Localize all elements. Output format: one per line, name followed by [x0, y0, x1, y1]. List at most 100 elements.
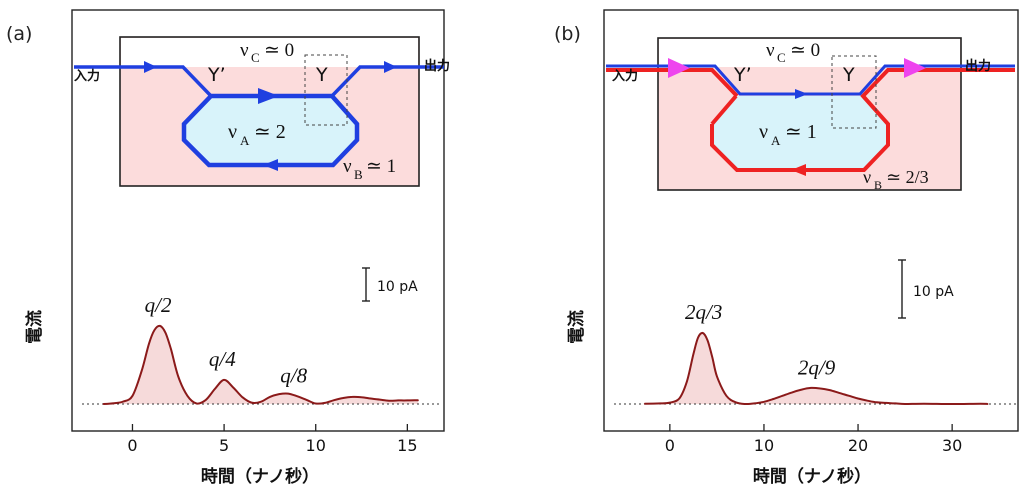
- inset-a-output-label: 出力: [424, 58, 450, 74]
- inset-b-nu-b-symbol: ν: [863, 167, 871, 187]
- trace-point: [876, 401, 878, 403]
- x-tick-label: 30: [942, 436, 962, 455]
- inset-a-nu-b-label: ν B ≃ 1: [343, 156, 396, 182]
- peak-charge-label: q/2: [145, 293, 172, 317]
- trace-fill: [644, 333, 988, 404]
- trace-point: [744, 403, 746, 405]
- trace-point: [260, 401, 262, 403]
- trace-point: [772, 398, 775, 400]
- peak-charge-label: 2q/3: [685, 300, 722, 324]
- panel-b-trace-layer: 2q/3 2q/9: [614, 300, 1016, 406]
- x-tick-label: 20: [848, 436, 868, 455]
- trace-point: [205, 399, 207, 401]
- trace-point: [196, 402, 198, 405]
- panel-b-x-axis-label: 時間（ナノ秒）: [753, 466, 871, 487]
- trace-point: [148, 343, 150, 345]
- trace-point: [951, 403, 953, 405]
- panel-a-plot-frame: [71, 9, 445, 432]
- inset-b-return-arrow: [791, 164, 806, 176]
- trace-point: [223, 379, 225, 381]
- trace-point: [763, 401, 765, 403]
- trace-point: [232, 387, 234, 389]
- inset-b-nu-b-rel: ≃ 2/3: [886, 167, 929, 187]
- inset-b-nu-c-sub: C: [777, 50, 786, 65]
- trace-point: [669, 402, 671, 404]
- panel-a-axis-layer: 0 5 10 15: [127, 424, 418, 455]
- trace-point: [829, 389, 831, 391]
- trace-point: [102, 403, 104, 405]
- trace-point: [388, 400, 390, 402]
- trace-point: [342, 397, 344, 399]
- inset-a-nu-a-sub: A: [240, 133, 250, 148]
- panel-a-trace-layer: q/2 q/4 q/8: [82, 293, 442, 405]
- panel-b-y-axis-label: 電流: [566, 310, 587, 344]
- inset-a-nu-b-rel: ≃ 1: [366, 156, 396, 177]
- inset-a-nu-b-symbol: ν: [343, 156, 352, 177]
- scale-bar-a-label: 10 pA: [377, 279, 418, 295]
- inset-b-input-label: 入力: [612, 68, 638, 84]
- trace-point: [370, 397, 372, 400]
- inset-b-nu-a-label: ν A ≃ 1: [759, 121, 817, 148]
- x-tick-label: 10: [754, 436, 774, 455]
- trace-point: [164, 332, 167, 334]
- peak-charge-label: q/8: [280, 363, 307, 387]
- panel-b-axis-layer: 0 10 20 30: [665, 424, 962, 455]
- inset-b-nu-b-sub: B: [874, 178, 882, 192]
- inset-b-red-edge: [606, 68, 1015, 172]
- trace-point: [753, 402, 756, 404]
- trace-point: [735, 401, 737, 403]
- trace-point: [848, 395, 850, 397]
- panel-b-inset: 入力 出力 Y’ Y ν C ≃ 0 ν A ≃ 1 ν B ≃ 2/3: [606, 37, 1015, 192]
- trace-point: [397, 399, 399, 401]
- inset-b-mid-arrow: [795, 89, 808, 99]
- inset-a-dashed-box: [304, 54, 348, 126]
- scale-bar-b-label: 10 pA: [913, 284, 954, 300]
- x-tick-label: 5: [219, 436, 229, 455]
- trace-point: [904, 403, 906, 405]
- inset-a-y-prime: Y’: [207, 64, 226, 86]
- trace-point: [122, 400, 124, 403]
- trace-point: [987, 403, 989, 405]
- trace-point: [819, 387, 822, 390]
- trace-point: [159, 325, 161, 327]
- inset-a-nu-c-sub: C: [251, 50, 260, 65]
- trace-point: [379, 399, 381, 401]
- inset-b-dashed-box: [831, 55, 877, 129]
- inset-b-output-label: 出力: [965, 58, 991, 74]
- inset-b-nu-c-label: ν C ≃ 0: [766, 40, 820, 65]
- trace-point: [170, 348, 172, 350]
- trace-point: [979, 403, 982, 405]
- panel-b-tag: (b): [554, 23, 581, 45]
- trace-point: [186, 395, 188, 397]
- panel-a-scale-bar: 10 pA: [362, 267, 418, 302]
- trace-point: [406, 399, 408, 401]
- inset-a-mid-arrow: [258, 88, 279, 104]
- inset-b-y: Y: [842, 64, 855, 86]
- x-tick-label: 0: [127, 436, 137, 455]
- trace-point: [214, 388, 216, 390]
- inset-a-top-strip: [121, 38, 418, 67]
- inset-a-y: Y: [315, 64, 328, 86]
- panel-a-y-axis-label: 電流: [24, 310, 45, 344]
- trace-point: [315, 402, 317, 405]
- trace-point: [725, 395, 727, 397]
- inset-b-y-prime: Y’: [733, 64, 752, 86]
- trace-point: [333, 399, 335, 401]
- trace-point: [711, 356, 713, 358]
- inset-a-inner-region: [181, 93, 360, 168]
- inset-a-nu-c-label: ν C ≃ 0: [240, 40, 294, 65]
- trace-point: [838, 392, 840, 394]
- inset-b-nu-b-label: ν B ≃ 2/3: [863, 167, 929, 192]
- trace-point: [360, 396, 363, 398]
- trace-point: [241, 396, 243, 398]
- trace-point: [801, 389, 803, 391]
- trace-point: [866, 400, 869, 402]
- inset-b-inner-region: [712, 96, 888, 170]
- inset-a-nu-a-label: ν A ≃ 2: [228, 121, 286, 148]
- trace-point: [131, 395, 134, 397]
- trace-point: [702, 332, 704, 334]
- trace-point: [716, 375, 718, 377]
- trace-point: [324, 402, 326, 404]
- peak-charge-label: 2q/9: [798, 356, 836, 380]
